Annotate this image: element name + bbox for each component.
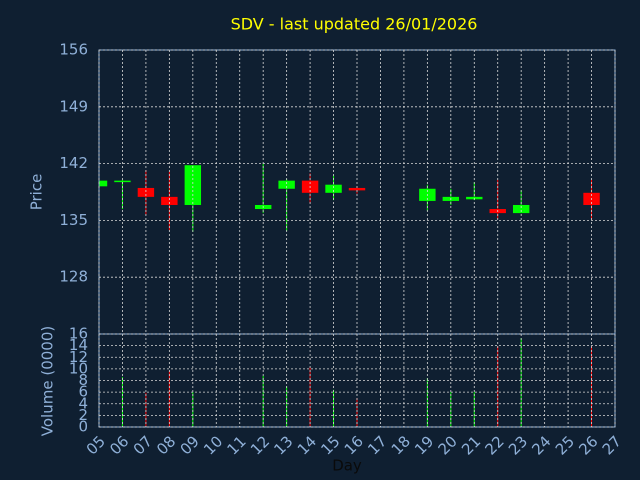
candle-body <box>99 180 108 187</box>
x-tick-label: 12 <box>247 432 273 458</box>
candle-body <box>278 180 295 189</box>
y-tick-label: 142 <box>59 154 88 172</box>
candle-body <box>325 184 342 193</box>
x-tick-label: 17 <box>364 432 390 458</box>
x-tick-label: 11 <box>224 432 250 458</box>
candle-body <box>114 180 131 183</box>
x-tick-label: 15 <box>317 432 343 458</box>
x-tick-label: 26 <box>575 432 601 458</box>
x-tick-label: 06 <box>106 432 132 458</box>
y2-tick-label: 16 <box>69 325 88 343</box>
y2-axis-label: Volume (0000) <box>39 326 57 436</box>
candle-body <box>137 187 155 197</box>
y2-tick-label: 12 <box>69 348 88 366</box>
x-tick-label: 07 <box>130 432 156 458</box>
y2-tick-label: 0 <box>78 418 88 436</box>
x-tick-label: 13 <box>270 432 296 458</box>
y-tick-label: 128 <box>59 268 88 286</box>
y-tick-label: 135 <box>59 211 88 229</box>
x-tick-label: 19 <box>411 432 437 458</box>
x-tick-label: 08 <box>153 432 179 458</box>
x-tick-label: 10 <box>200 432 226 458</box>
x-axis-label: Day <box>332 457 362 475</box>
y2-tick-label: 8 <box>78 371 88 389</box>
x-tick-label: 05 <box>83 432 109 458</box>
x-tick-label: 25 <box>552 432 578 458</box>
y2-tick-label: 6 <box>78 383 88 401</box>
x-tick-label: 14 <box>294 432 320 458</box>
candle-body <box>161 196 178 205</box>
x-tick-label: 16 <box>341 432 367 458</box>
y-axis-label: Price <box>28 174 46 211</box>
y2-tick-label: 10 <box>69 359 88 377</box>
x-tick-label: 24 <box>528 432 554 458</box>
candle-body <box>512 204 530 214</box>
x-tick-label: 18 <box>388 432 414 458</box>
y2-tick-label: 14 <box>69 336 88 354</box>
y2-tick-label: 2 <box>78 406 88 424</box>
price-panel <box>99 163 600 232</box>
y-tick-label: 149 <box>59 97 88 115</box>
x-tick-label: 21 <box>458 432 484 458</box>
x-tick-label: 09 <box>177 432 203 458</box>
y2-tick-label: 4 <box>78 394 88 412</box>
candle-body <box>184 165 202 205</box>
candle-body <box>348 187 366 191</box>
x-tick-label: 23 <box>505 432 531 458</box>
chart-title: SDV - last updated 26/01/2026 <box>231 15 478 34</box>
y-tick-label: 156 <box>59 41 88 59</box>
x-tick-label: 20 <box>435 432 461 458</box>
x-tick-label: 22 <box>482 432 508 458</box>
x-tick-label: 27 <box>599 432 625 458</box>
